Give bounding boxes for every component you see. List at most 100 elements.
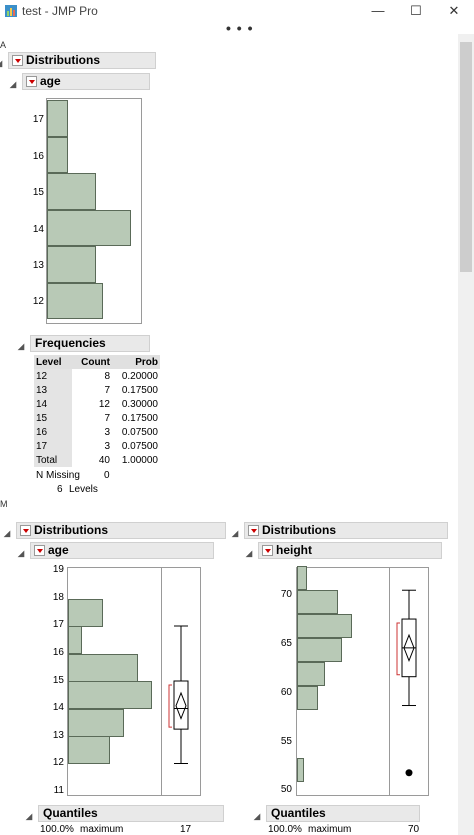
cell: Total bbox=[34, 453, 72, 467]
height-boxplot bbox=[396, 589, 417, 777]
cell: 17 bbox=[34, 439, 72, 453]
tick-label: 50 bbox=[280, 784, 292, 795]
red-triangle-menu-icon[interactable] bbox=[20, 525, 31, 536]
table-row: 17 3 0.07500 bbox=[34, 439, 160, 453]
maximize-button[interactable]: ☐ bbox=[410, 3, 422, 18]
tick-label: 19 bbox=[52, 564, 64, 575]
age-header-top[interactable]: ◢ age bbox=[10, 73, 150, 90]
histogram-bar bbox=[47, 136, 68, 173]
frequencies-header[interactable]: ◢ Frequencies bbox=[18, 335, 150, 352]
disclosure-icon[interactable]: ◢ bbox=[232, 529, 239, 538]
quantile-name: maximum bbox=[80, 824, 124, 835]
cell: 0.07500 bbox=[121, 440, 158, 452]
height-header-right[interactable]: ◢ height bbox=[246, 542, 442, 559]
cell: 8 bbox=[104, 370, 110, 382]
scrollbar-thumb[interactable] bbox=[460, 42, 472, 272]
n-missing-label: N Missing bbox=[36, 470, 80, 481]
cell: 0.07500 bbox=[121, 426, 158, 438]
tick-label: 14 bbox=[32, 224, 44, 235]
tick-label: 12 bbox=[32, 296, 44, 307]
red-triangle-menu-icon[interactable] bbox=[248, 525, 259, 536]
tick-label: 65 bbox=[280, 638, 292, 649]
overflow-menu-icon[interactable]: • • • bbox=[226, 20, 254, 36]
minimize-button[interactable]: — bbox=[371, 3, 385, 18]
cell: 15 bbox=[34, 411, 72, 425]
age-header-left[interactable]: ◢ age bbox=[18, 542, 214, 559]
shortest-half-bracket bbox=[396, 622, 400, 676]
table-row: 15 7 0.17500 bbox=[34, 411, 160, 425]
distributions-header-left[interactable]: ◢ Distributions bbox=[4, 522, 226, 539]
tick-label: 12 bbox=[52, 757, 64, 768]
cell: 12 bbox=[34, 369, 72, 383]
histogram-bar bbox=[47, 282, 103, 319]
tick-label: 16 bbox=[32, 151, 44, 162]
histogram-bar bbox=[47, 246, 96, 283]
red-triangle-menu-icon[interactable] bbox=[34, 545, 45, 556]
histogram-bar bbox=[47, 173, 96, 210]
distributions-header-right[interactable]: ◢ Distributions bbox=[232, 522, 448, 539]
quantile-value: 70 bbox=[408, 824, 420, 835]
disclosure-icon[interactable]: ◢ bbox=[246, 549, 253, 558]
title-bar: test - JMP Pro — ☐ ✕ bbox=[0, 0, 474, 22]
table-row-total: Total 40 1.00000 bbox=[34, 453, 160, 467]
histogram-bar bbox=[68, 709, 124, 737]
outlier-point bbox=[405, 769, 413, 777]
frequencies-label: Frequencies bbox=[35, 336, 106, 350]
box bbox=[173, 680, 189, 730]
tick-label: 15 bbox=[32, 187, 44, 198]
column-header: Count bbox=[72, 355, 112, 369]
mean-diamond bbox=[175, 691, 187, 720]
levels-label: Levels bbox=[69, 484, 98, 495]
quantile-pct: 100.0% bbox=[40, 824, 74, 835]
histogram-bar bbox=[47, 100, 68, 137]
quantiles-header-left[interactable]: ◢ Quantiles bbox=[26, 805, 224, 822]
height-label: height bbox=[276, 543, 312, 557]
tick-label: 17 bbox=[32, 114, 44, 125]
histogram-bar bbox=[297, 614, 352, 638]
disclosure-icon[interactable]: ◢ bbox=[0, 56, 2, 71]
distributions-label: Distributions bbox=[26, 53, 100, 67]
histogram-bar bbox=[297, 638, 342, 662]
quantiles-header-right[interactable]: ◢ Quantiles bbox=[254, 805, 420, 822]
distributions-header-top[interactable]: ◢ Distributions bbox=[0, 52, 156, 69]
tick-label: 55 bbox=[280, 736, 292, 747]
histogram-bar bbox=[297, 590, 338, 614]
tick-label: 17 bbox=[52, 619, 64, 630]
disclosure-icon[interactable]: ◢ bbox=[254, 812, 261, 821]
cell: 13 bbox=[34, 383, 72, 397]
cell: 0.30000 bbox=[121, 398, 158, 410]
table-row: 16 3 0.07500 bbox=[34, 425, 160, 439]
cell: 0.17500 bbox=[121, 412, 158, 424]
red-triangle-menu-icon[interactable] bbox=[26, 76, 37, 87]
cell: 40 bbox=[98, 454, 110, 466]
tick-label: 11 bbox=[53, 785, 64, 796]
histogram-bar bbox=[68, 599, 103, 627]
tick-label: 60 bbox=[280, 687, 292, 698]
quantile-value: 17 bbox=[180, 824, 192, 835]
n-missing-value: 0 bbox=[104, 470, 110, 481]
disclosure-icon[interactable]: ◢ bbox=[4, 529, 11, 538]
vertical-scrollbar[interactable] bbox=[458, 34, 474, 835]
disclosure-icon[interactable]: ◢ bbox=[10, 80, 17, 89]
tick-label: 70 bbox=[280, 589, 292, 600]
age-boxplot bbox=[168, 625, 189, 764]
cell: 0.20000 bbox=[121, 370, 158, 382]
age-label: age bbox=[40, 74, 61, 88]
disclosure-icon[interactable]: ◢ bbox=[18, 549, 25, 558]
frequencies-table: Level Count Prob 12 8 0.20000 13 7 0.17500 1… bbox=[34, 355, 160, 467]
edge-letter-m: M bbox=[0, 499, 8, 509]
close-button[interactable]: ✕ bbox=[448, 3, 460, 18]
histogram-bar bbox=[297, 758, 304, 782]
red-triangle-menu-icon[interactable] bbox=[262, 545, 273, 556]
red-triangle-menu-icon[interactable] bbox=[12, 55, 23, 66]
disclosure-icon[interactable]: ◢ bbox=[26, 812, 33, 821]
tick-label: 13 bbox=[52, 730, 64, 741]
edge-letter-a: A bbox=[0, 40, 7, 50]
cell: 3 bbox=[104, 440, 110, 452]
shortest-half-bracket bbox=[168, 684, 172, 728]
tick-label: 13 bbox=[32, 260, 44, 271]
disclosure-icon[interactable]: ◢ bbox=[18, 342, 25, 351]
histogram-bar bbox=[68, 681, 152, 709]
cell: 7 bbox=[104, 384, 110, 396]
report-content: A ◢ Distributions ◢ age 17 16 15 14 13 1… bbox=[0, 34, 458, 835]
